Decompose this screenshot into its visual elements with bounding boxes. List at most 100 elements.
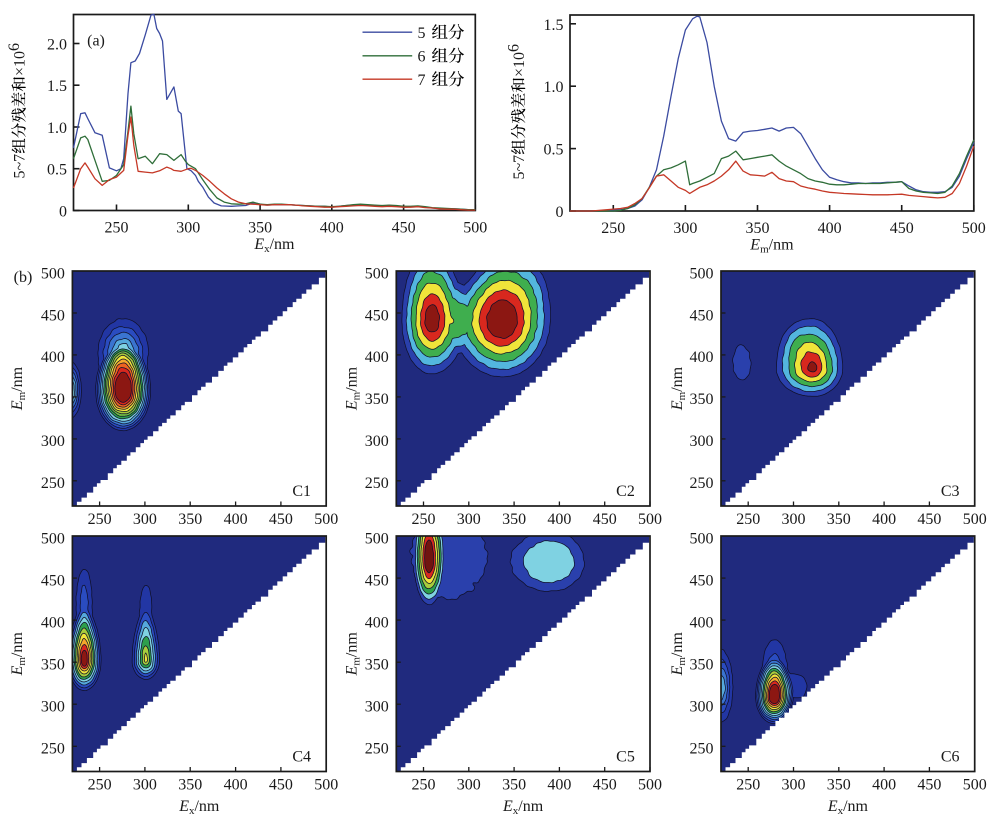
svg-text:Em/nm: Em/nm — [9, 632, 28, 677]
svg-text:450: 450 — [41, 572, 65, 589]
svg-text:Em/nm: Em/nm — [749, 237, 794, 256]
svg-text:450: 450 — [593, 777, 617, 794]
svg-text:500: 500 — [638, 777, 662, 794]
svg-text:350: 350 — [365, 391, 389, 408]
svg-text:400: 400 — [224, 511, 248, 528]
svg-text:300: 300 — [176, 220, 200, 237]
svg-text:350: 350 — [41, 391, 65, 408]
svg-text:Em/nm: Em/nm — [669, 632, 688, 677]
svg-text:500: 500 — [41, 530, 65, 547]
svg-text:Ex/nm: Ex/nm — [178, 798, 220, 817]
svg-text:1.0: 1.0 — [544, 79, 564, 96]
svg-text:300: 300 — [673, 220, 697, 237]
svg-text:400: 400 — [365, 349, 389, 366]
svg-text:400: 400 — [818, 220, 842, 237]
svg-text:450: 450 — [392, 220, 416, 237]
svg-text:450: 450 — [917, 511, 941, 528]
svg-text:250: 250 — [736, 511, 760, 528]
svg-text:250: 250 — [412, 511, 436, 528]
svg-text:500: 500 — [690, 530, 714, 547]
svg-text:450: 450 — [269, 777, 293, 794]
svg-text:300: 300 — [133, 511, 157, 528]
svg-text:400: 400 — [41, 614, 65, 631]
svg-text:400: 400 — [547, 777, 571, 794]
svg-text:(b): (b) — [14, 269, 33, 286]
svg-text:300: 300 — [41, 433, 65, 450]
svg-text:Ex/nm: Ex/nm — [502, 798, 544, 817]
svg-text:400: 400 — [872, 511, 896, 528]
svg-text:1.0: 1.0 — [47, 120, 67, 137]
svg-text:400: 400 — [547, 511, 571, 528]
svg-text:450: 450 — [890, 220, 914, 237]
svg-text:350: 350 — [502, 511, 526, 528]
svg-text:5~7: 5~7 — [12, 154, 29, 179]
svg-text:400: 400 — [320, 220, 344, 237]
svg-text:C6: C6 — [941, 748, 960, 765]
svg-text:350: 350 — [827, 511, 851, 528]
svg-text:400: 400 — [690, 349, 714, 366]
svg-text:300: 300 — [41, 699, 65, 716]
svg-text:450: 450 — [917, 777, 941, 794]
svg-text:250: 250 — [736, 777, 760, 794]
svg-text:350: 350 — [365, 657, 389, 674]
svg-text:(a): (a) — [87, 33, 105, 50]
svg-text:C4: C4 — [292, 748, 311, 765]
svg-text:2.0: 2.0 — [47, 37, 67, 54]
svg-text:300: 300 — [365, 433, 389, 450]
svg-text:×10: ×10 — [12, 51, 29, 76]
svg-text:0: 0 — [59, 204, 67, 221]
svg-text:250: 250 — [365, 741, 389, 758]
svg-text:350: 350 — [746, 220, 770, 237]
svg-text:500: 500 — [962, 220, 986, 237]
svg-text:1.5: 1.5 — [544, 17, 564, 34]
svg-text:250: 250 — [88, 511, 112, 528]
svg-text:C1: C1 — [292, 483, 311, 500]
svg-text:1.5: 1.5 — [47, 78, 67, 95]
svg-text:250: 250 — [412, 777, 436, 794]
svg-text:400: 400 — [224, 777, 248, 794]
svg-text:250: 250 — [88, 777, 112, 794]
svg-text:Ex/nm: Ex/nm — [827, 798, 869, 817]
svg-text:500: 500 — [365, 530, 389, 547]
svg-text:350: 350 — [502, 777, 526, 794]
svg-text:250: 250 — [41, 475, 65, 492]
svg-text:450: 450 — [365, 307, 389, 324]
svg-text:500: 500 — [314, 511, 338, 528]
svg-text:300: 300 — [365, 699, 389, 716]
svg-text:500: 500 — [690, 265, 714, 282]
svg-text:5: 5 — [418, 25, 426, 42]
svg-text:350: 350 — [827, 777, 851, 794]
svg-text:Em/nm: Em/nm — [344, 366, 363, 411]
svg-text:6: 6 — [6, 43, 23, 51]
svg-text:450: 450 — [690, 572, 714, 589]
svg-text:5~7: 5~7 — [511, 155, 528, 180]
svg-text:400: 400 — [365, 614, 389, 631]
svg-text:450: 450 — [41, 307, 65, 324]
svg-text:450: 450 — [593, 511, 617, 528]
svg-text:450: 450 — [690, 307, 714, 324]
svg-text:300: 300 — [457, 511, 481, 528]
svg-text:300: 300 — [782, 511, 806, 528]
svg-text:Ex/nm: Ex/nm — [253, 236, 295, 255]
svg-text:350: 350 — [690, 391, 714, 408]
svg-text:Em/nm: Em/nm — [344, 632, 363, 677]
svg-text:C5: C5 — [616, 748, 635, 765]
svg-text:250: 250 — [41, 741, 65, 758]
svg-text:500: 500 — [638, 511, 662, 528]
svg-text:400: 400 — [41, 349, 65, 366]
svg-text:C3: C3 — [941, 483, 960, 500]
svg-text:0.5: 0.5 — [47, 162, 67, 179]
svg-text:250: 250 — [601, 220, 625, 237]
svg-text:6: 6 — [418, 49, 426, 66]
svg-text:0: 0 — [556, 204, 564, 221]
svg-text:350: 350 — [248, 220, 272, 237]
svg-text:Em/nm: Em/nm — [9, 366, 28, 411]
svg-text:500: 500 — [314, 777, 338, 794]
svg-text:250: 250 — [690, 475, 714, 492]
svg-text:250: 250 — [690, 741, 714, 758]
svg-text:350: 350 — [178, 777, 202, 794]
svg-text:500: 500 — [963, 511, 987, 528]
svg-text:350: 350 — [178, 511, 202, 528]
svg-text:300: 300 — [782, 777, 806, 794]
svg-text:350: 350 — [690, 657, 714, 674]
